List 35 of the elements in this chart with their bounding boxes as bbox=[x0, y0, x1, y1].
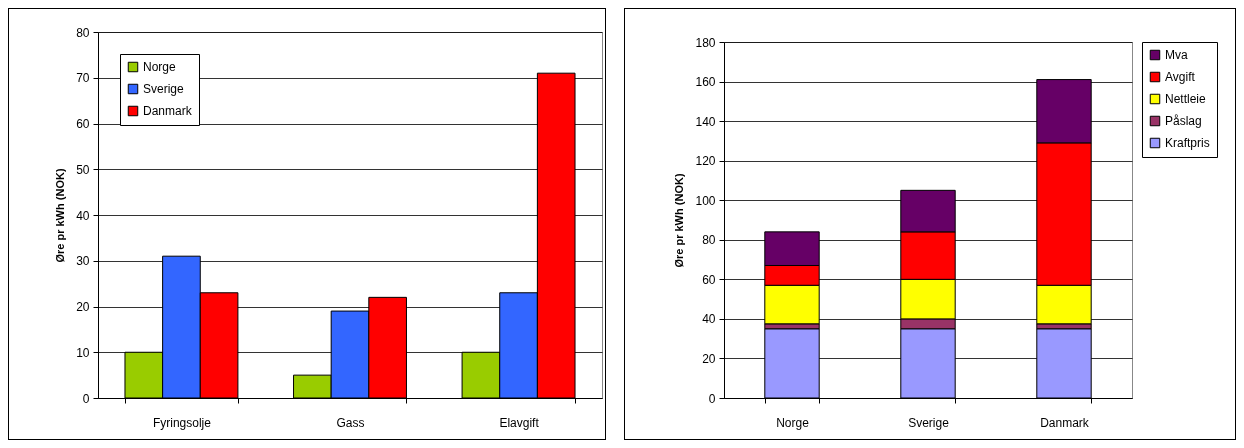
x-tick-label: Elavgift bbox=[499, 415, 540, 430]
legend-label: Nettleie bbox=[1165, 92, 1207, 106]
y-axis-title: Øre pr kWh (NOK) bbox=[673, 173, 686, 268]
y-tick-label: 20 bbox=[76, 300, 90, 314]
legend-label: Danmark bbox=[143, 104, 193, 118]
legend-label: Påslag bbox=[1165, 114, 1202, 128]
y-tick-label: 20 bbox=[702, 351, 716, 366]
legend-label: Sverige bbox=[143, 82, 185, 96]
y-tick-label: 10 bbox=[76, 345, 90, 360]
x-tick-label: Danmark bbox=[1040, 415, 1090, 430]
y-tick-label: 40 bbox=[702, 312, 716, 327]
y-tick-label: 30 bbox=[76, 254, 90, 269]
y-tick-label: 140 bbox=[695, 114, 716, 129]
legend-label: Mva bbox=[1165, 48, 1188, 62]
y-tick-label: 60 bbox=[76, 117, 90, 131]
y-tick-label: 0 bbox=[82, 391, 90, 406]
y-axis-title: Øre pr kWh (NOK) bbox=[54, 168, 67, 263]
y-tick-label: 40 bbox=[76, 208, 90, 223]
y-tick-label: 100 bbox=[695, 193, 716, 208]
x-tick-label: Norge bbox=[776, 415, 810, 430]
y-tick-label: 50 bbox=[76, 162, 90, 177]
legend-label: Norge bbox=[143, 60, 177, 74]
y-tick-label: 0 bbox=[708, 391, 716, 406]
y-tick-label: 120 bbox=[695, 154, 716, 169]
y-tick-label: 180 bbox=[695, 35, 716, 50]
y-tick-label: 60 bbox=[702, 272, 716, 287]
x-tick-label: Sverige bbox=[908, 415, 950, 430]
y-tick-label: 160 bbox=[695, 75, 716, 90]
y-tick-label: 70 bbox=[76, 71, 90, 86]
x-tick-label: Fyringsolje bbox=[152, 415, 212, 430]
legend-label: Avgift bbox=[1165, 70, 1196, 84]
x-tick-label: Gass bbox=[336, 415, 365, 430]
y-tick-label: 80 bbox=[702, 233, 716, 248]
y-tick-label: 80 bbox=[76, 25, 90, 40]
legend-label: Kraftpris bbox=[1165, 136, 1210, 150]
